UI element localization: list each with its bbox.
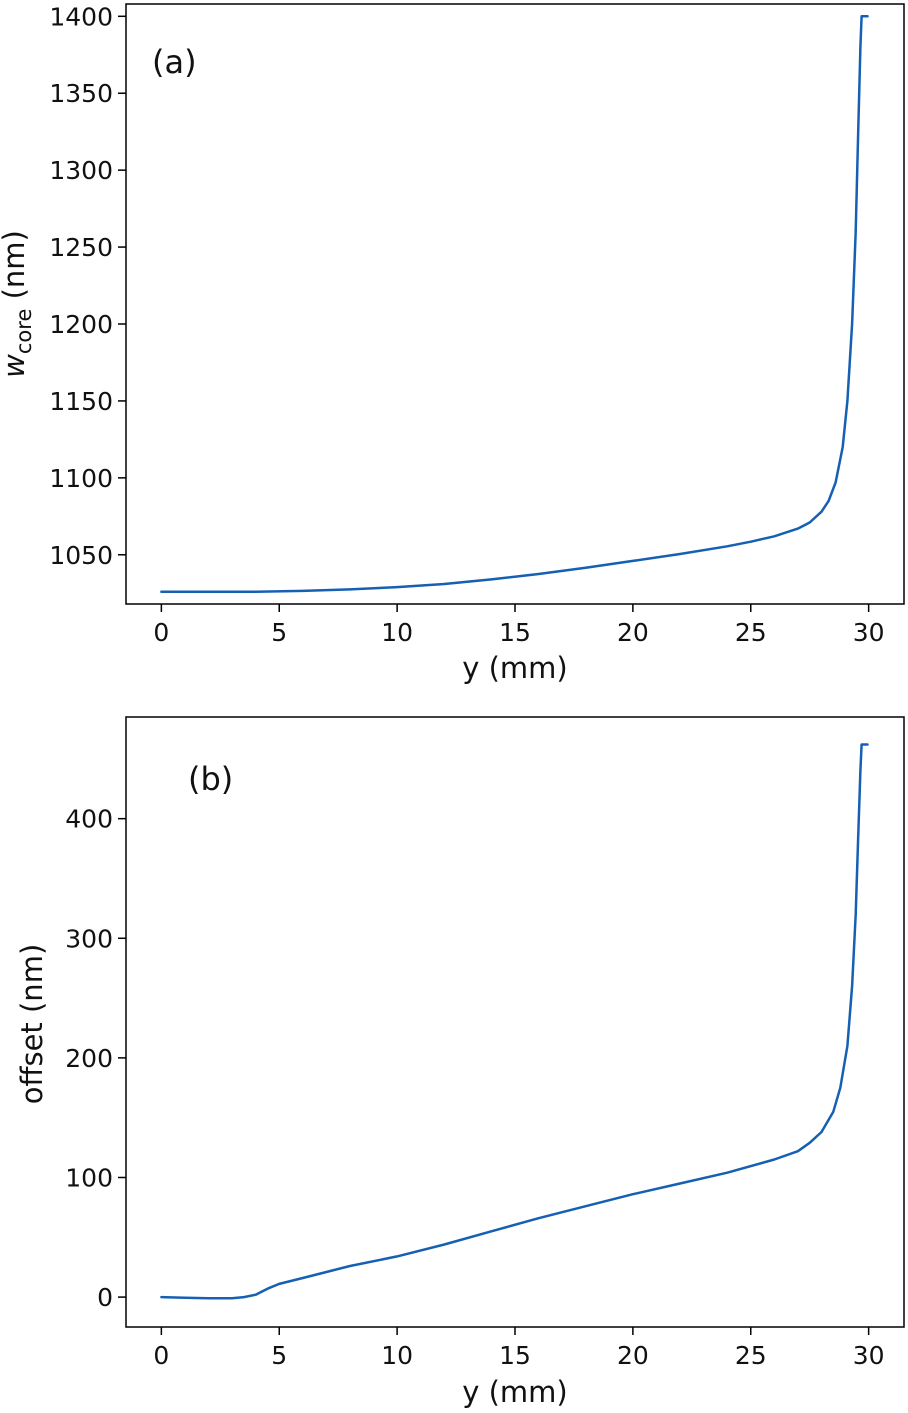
x-tick-label: 20 — [617, 618, 649, 647]
y-tick-label: 1350 — [49, 79, 113, 108]
x-tick-label: 15 — [499, 1341, 531, 1370]
y-tick-label: 1250 — [49, 233, 113, 262]
y-tick-label: 1150 — [49, 387, 113, 416]
series-line — [160, 743, 869, 1300]
y-tick-label: 1400 — [49, 2, 113, 31]
x-tick-label: 30 — [853, 618, 885, 647]
y-axis-title-b: offset (nm) — [15, 944, 49, 1105]
y-tick-label: 200 — [65, 1044, 113, 1073]
x-tick-label: 5 — [271, 618, 287, 647]
x-tick-label: 10 — [381, 1341, 413, 1370]
x-axis-title-b: y (mm) — [462, 1375, 568, 1409]
series-a — [160, 15, 869, 593]
y-tick-label: 1200 — [49, 310, 113, 339]
y-tick-label: 100 — [65, 1163, 113, 1192]
y-tick-label: 0 — [97, 1283, 113, 1312]
y-tick-label: 400 — [65, 805, 113, 834]
x-axis-title-a: y (mm) — [462, 651, 568, 685]
y-tick-label: 300 — [65, 924, 113, 953]
y-tick-label: 1050 — [49, 541, 113, 570]
plot-frame-b — [125, 716, 905, 1328]
series-line — [160, 15, 869, 593]
x-tick-label: 0 — [153, 618, 169, 647]
panel-b-chart: 0 100 200 300 400 0 5 10 15 20 25 30 (b) y (mm) of… — [15, 716, 905, 1409]
x-ticks-a: 0 5 10 15 20 25 30 — [153, 604, 885, 647]
x-tick-label: 15 — [499, 618, 531, 647]
x-tick-label: 0 — [153, 1341, 169, 1370]
y-axis-title-a-sub: core — [12, 309, 36, 355]
panel-a-chart: 1050 1100 1150 1200 1250 1300 1350 1400 0 5 10 15 2… — [0, 2, 905, 685]
plot-frame-a — [125, 3, 905, 605]
y-axis-title-a-main: w — [0, 354, 31, 378]
x-tick-label: 25 — [735, 618, 767, 647]
y-tick-label: 1100 — [49, 464, 113, 493]
x-tick-label: 5 — [271, 1341, 287, 1370]
x-ticks-b: 0 5 10 15 20 25 30 — [153, 1327, 885, 1370]
x-tick-label: 30 — [853, 1341, 885, 1370]
x-tick-label: 10 — [381, 618, 413, 647]
x-tick-label: 25 — [735, 1341, 767, 1370]
y-ticks-b: 0 100 200 300 400 — [65, 805, 126, 1312]
y-axis-title-a-unit: (nm) — [0, 230, 31, 308]
panel-label-a: (a) — [152, 43, 197, 81]
x-tick-label: 20 — [617, 1341, 649, 1370]
y-axis-title-a: wcore (nm) — [0, 230, 36, 378]
series-b — [160, 743, 869, 1300]
y-tick-label: 1300 — [49, 156, 113, 185]
panel-label-b: (b) — [188, 760, 233, 798]
y-ticks-a: 1050 1100 1150 1200 1250 1300 1350 1400 — [49, 2, 126, 570]
